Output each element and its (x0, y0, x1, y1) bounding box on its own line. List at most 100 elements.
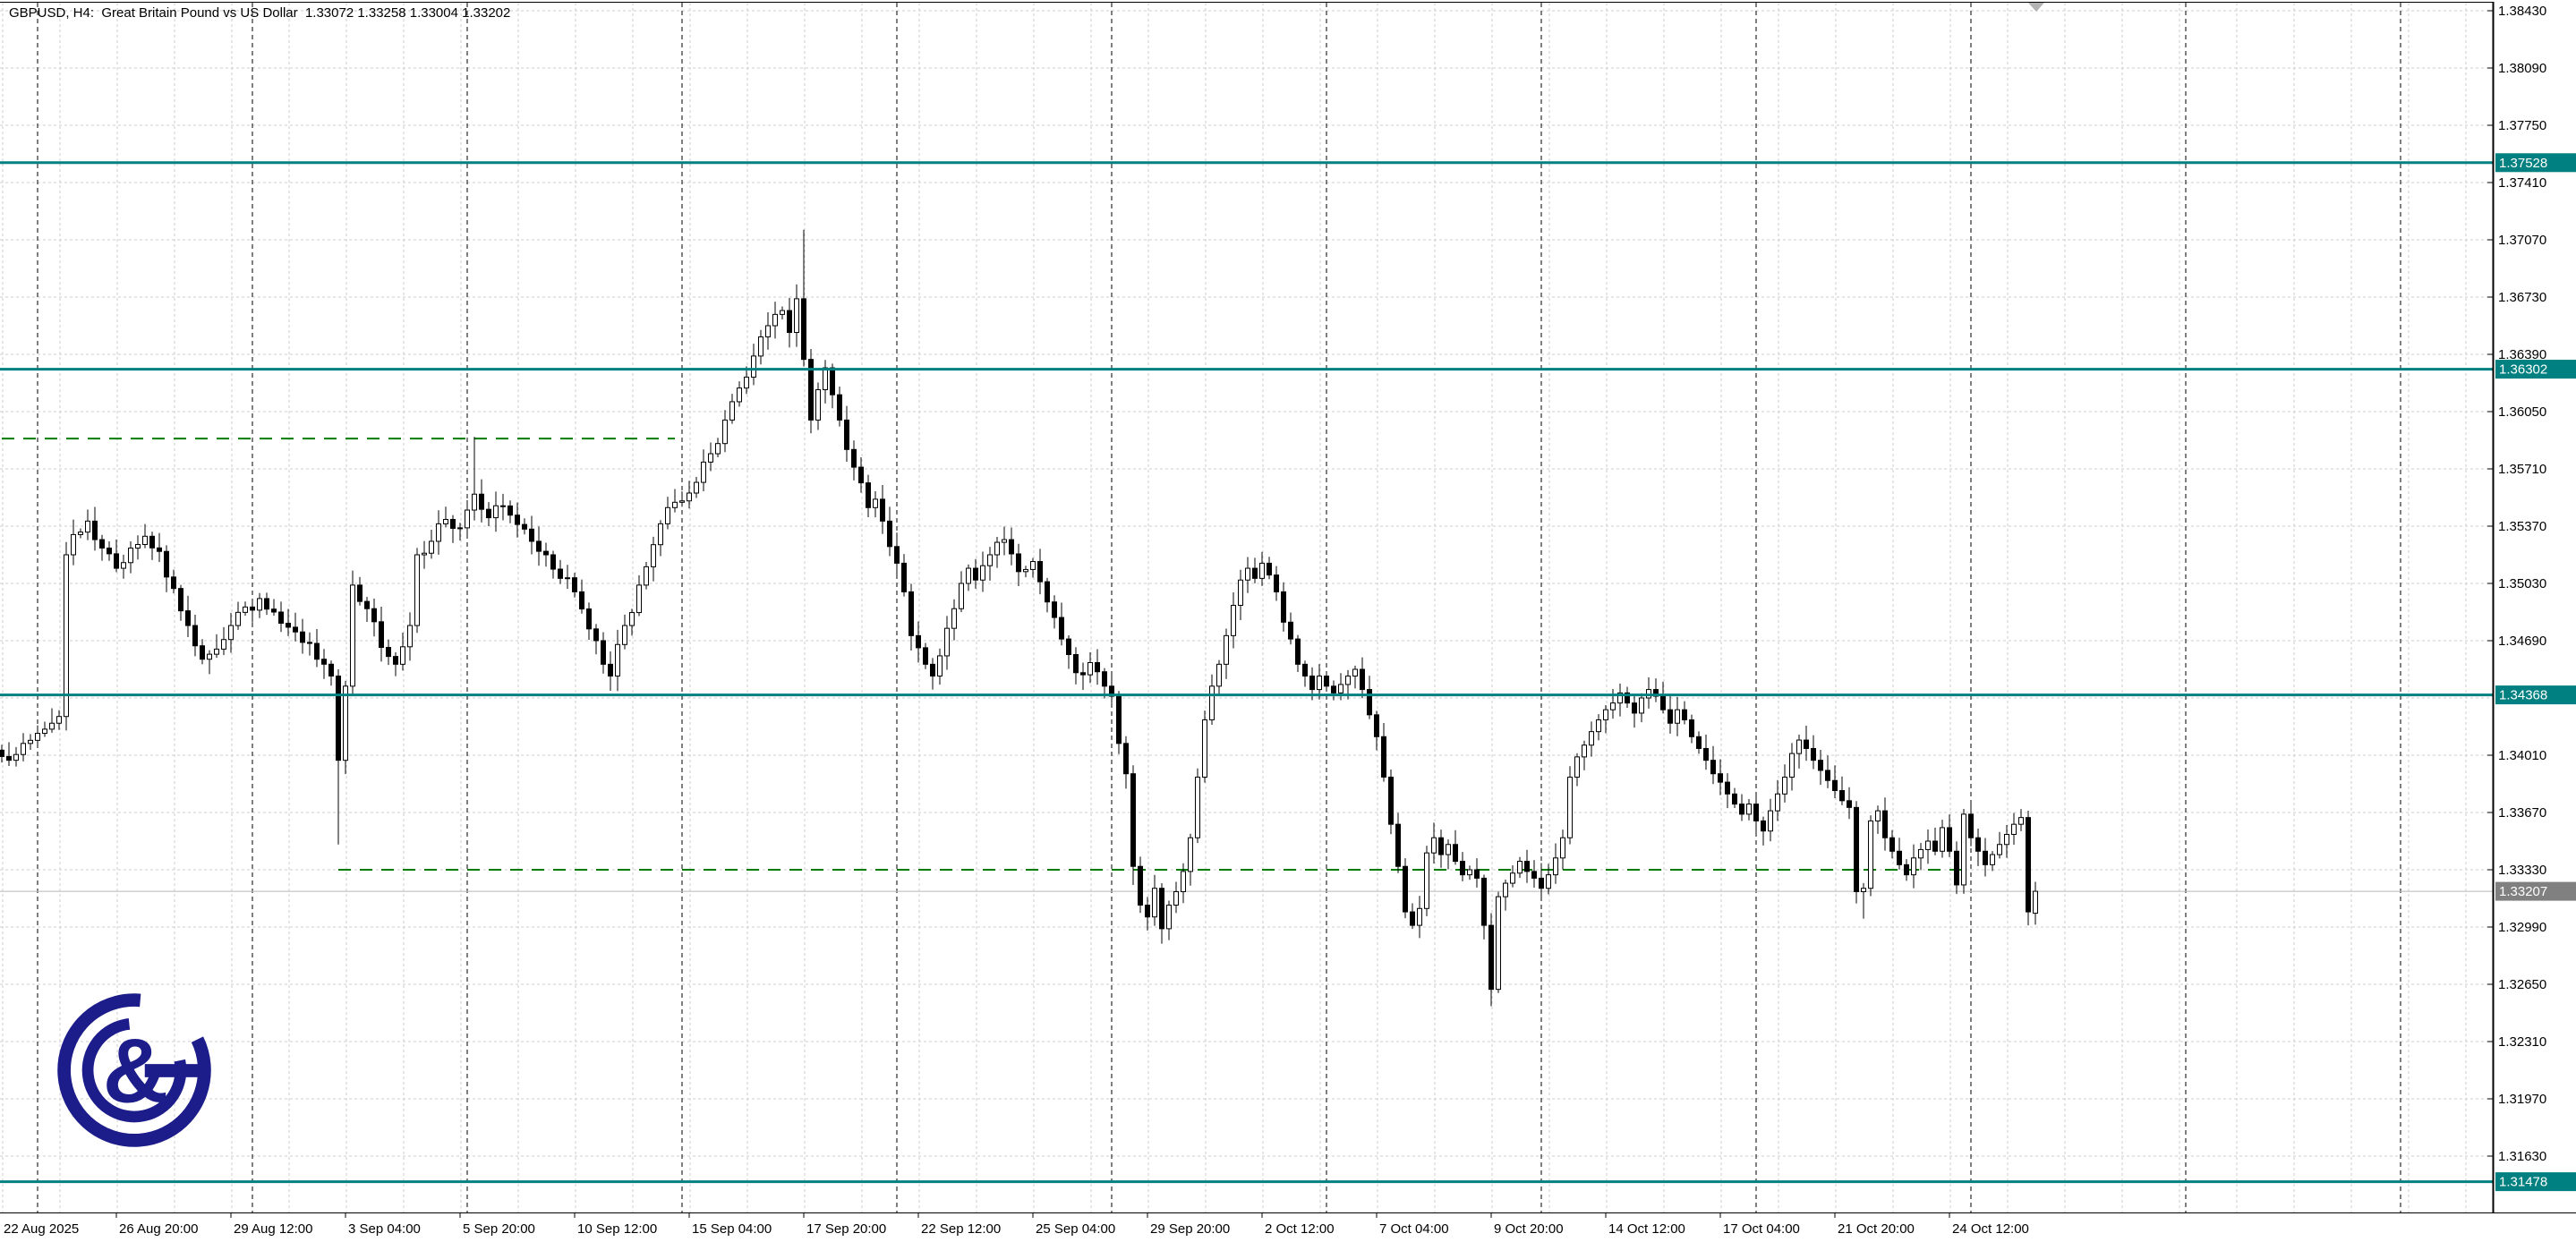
candle-down (364, 600, 370, 609)
candle-up (1861, 888, 1866, 892)
candle-down (1059, 617, 1064, 640)
level-price-label-bg (2495, 1172, 2576, 1192)
price-tick-label: 1.35370 (2498, 519, 2546, 534)
candle-down (1825, 770, 1830, 781)
candle-up (994, 541, 1000, 556)
candle-up (1589, 731, 1594, 746)
candle-up (1517, 861, 1523, 874)
candle-down (157, 547, 162, 552)
candle-up (1023, 568, 1028, 573)
candle-up (1918, 848, 1923, 859)
candle-down (1302, 663, 1308, 677)
candle-up (1582, 744, 1587, 758)
candle-down (1689, 719, 1694, 737)
candle-up (1216, 663, 1222, 687)
candle-down (1968, 813, 1974, 838)
candle-down (1281, 591, 1286, 623)
time-axis[interactable]: 22 Aug 2025 26 Aug 20:00 29 Aug 12:00 3 Sep… (4, 1212, 2029, 1237)
time-tick-label: 17 Sep 20:00 (806, 1221, 886, 1237)
candle-up (1238, 579, 1243, 606)
candle-up (944, 627, 950, 657)
candle-down (522, 523, 527, 530)
candle-up (722, 419, 728, 445)
candle-down (1474, 869, 1480, 879)
price-tick-label: 1.34010 (2498, 748, 2546, 763)
candle-down (1889, 837, 1895, 852)
candle-down (1374, 714, 1379, 737)
candle-up (457, 527, 463, 530)
candle-down (1625, 692, 1630, 704)
level-price-label-bg (2495, 360, 2576, 379)
candle-down (450, 518, 456, 529)
candle-down (479, 493, 484, 510)
candle-up (873, 498, 878, 508)
candle-down (0, 749, 4, 757)
price-axis[interactable]: 1.38430 1.38090 1.37750 1.37410 1.37070 1.367… (2487, 4, 2576, 1192)
candle-up (1990, 854, 1995, 865)
time-tick-label: 24 Oct 12:00 (1952, 1221, 2029, 1237)
candle-down (286, 623, 291, 628)
time-tick-label: 9 Oct 20:00 (1494, 1221, 1564, 1237)
candle-down (1052, 601, 1057, 618)
time-tick-label: 25 Sep 04:00 (1036, 1221, 1115, 1237)
candle-down (930, 663, 935, 677)
candle-down (314, 642, 320, 660)
candle-up (407, 625, 413, 648)
candle-up (1503, 882, 1508, 897)
candle-down (787, 310, 792, 334)
candle-up (1002, 539, 1007, 543)
price-tick-label: 1.35030 (2498, 576, 2546, 591)
candle-down (393, 656, 398, 665)
candle-up (128, 547, 133, 564)
candle-down (1410, 911, 1415, 926)
candle-up (257, 598, 262, 611)
time-tick-label: 21 Oct 20:00 (1838, 1221, 1915, 1237)
candle-down (357, 584, 363, 602)
candle-down (844, 419, 849, 450)
candle-down (543, 550, 549, 556)
candle-down (901, 562, 907, 592)
candle-up (71, 533, 76, 556)
candle-down (1811, 747, 1816, 761)
candle-down (1897, 850, 1902, 865)
time-tick-label: 14 Oct 12:00 (1608, 1221, 1685, 1237)
candle-down (178, 588, 183, 612)
candle-down (536, 540, 542, 552)
candle-down (1438, 837, 1444, 855)
candle-down (1309, 676, 1315, 691)
candle-down (1080, 672, 1086, 676)
candle-down (321, 659, 327, 665)
candle-up (350, 584, 355, 687)
candle-up (135, 544, 141, 549)
candle-down (1947, 827, 1952, 852)
price-tick-label: 1.36390 (2498, 347, 2546, 362)
candle-up (1546, 874, 1551, 889)
candle-up (679, 500, 685, 503)
candle-up (1467, 869, 1472, 876)
candle-down (1360, 668, 1365, 691)
candle-down (837, 394, 842, 421)
candle-down (1725, 781, 1730, 795)
candle-down (1481, 877, 1487, 926)
price-tick-label: 1.37070 (2498, 233, 2546, 248)
price-tick-label: 1.34690 (2498, 634, 2546, 649)
candle-down (1159, 888, 1164, 930)
candle-up (214, 648, 219, 655)
candle-down (1102, 671, 1107, 687)
candle-down (1818, 760, 1823, 771)
candle-up (443, 518, 448, 524)
horizontal-level-lines[interactable] (0, 161, 2493, 1184)
candle-up (1782, 776, 1787, 795)
candle-up (644, 566, 649, 586)
candle-up (615, 643, 620, 677)
candle-down (1954, 850, 1959, 886)
candle-down (278, 611, 284, 625)
candle-up (64, 554, 69, 718)
candle-down (550, 554, 556, 570)
candle-up (221, 639, 226, 650)
candlestick-series[interactable] (0, 229, 2038, 1007)
logo-ampersand: & (103, 1019, 169, 1121)
candle-down (1539, 877, 1544, 889)
candle-down (386, 647, 391, 658)
